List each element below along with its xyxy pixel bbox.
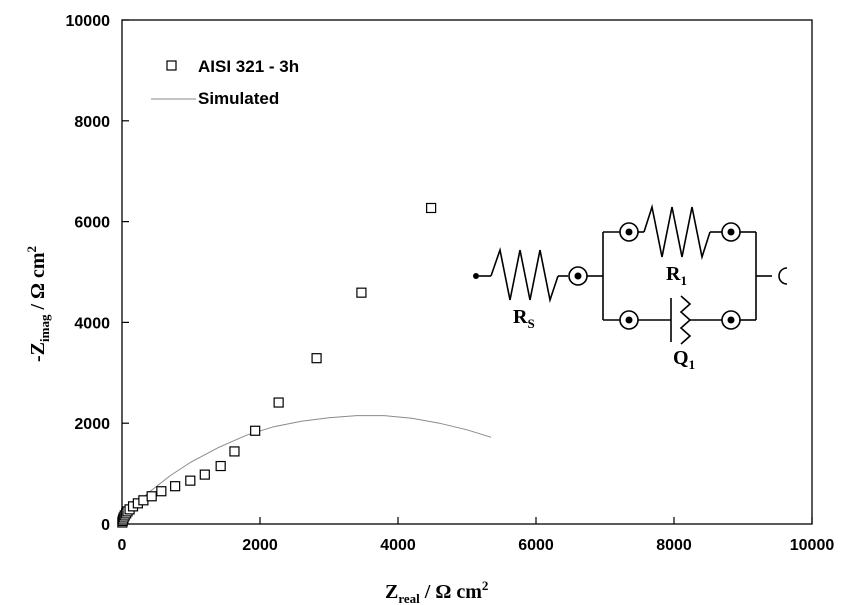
data-point [356, 287, 367, 298]
data-point [199, 469, 210, 480]
x-tick-label: 2000 [242, 537, 278, 554]
y-axis-title: -Zimag / Ω cm2 [24, 246, 52, 362]
y-tick-label: 10000 [66, 13, 111, 30]
x-tick-label: 0 [118, 537, 127, 554]
data-point [250, 425, 261, 436]
simulated-series-line [121, 415, 492, 525]
legend: AISI 321 - 3h Simulated [151, 57, 299, 108]
y-tick-label: 8000 [74, 114, 110, 131]
y-tick-label: 0 [101, 517, 110, 534]
y-tick-label: 2000 [74, 416, 110, 433]
node-icon [619, 222, 639, 242]
data-point [185, 475, 196, 486]
y-tick-label: 6000 [74, 215, 110, 232]
legend-marker-measured [166, 60, 177, 71]
data-point [138, 495, 149, 506]
circuit-terminal-left [473, 273, 479, 279]
x-tick-label: 8000 [656, 537, 692, 554]
measured-series-points [117, 202, 437, 528]
node-icon [568, 266, 588, 286]
node-icon [619, 310, 639, 330]
y-tick-label: 4000 [74, 315, 110, 332]
node-icon [721, 310, 741, 330]
data-point [426, 202, 437, 214]
data-point [273, 397, 284, 408]
plot-frame [121, 19, 813, 525]
data-point [229, 446, 240, 457]
label-r1: R1 [666, 263, 687, 288]
x-tick-label: 4000 [380, 537, 416, 554]
data-point [215, 460, 226, 472]
x-axis-title: Zreal / Ω cm2 [385, 578, 488, 605]
legend-label-measured: AISI 321 - 3h [198, 57, 299, 76]
resistor-r1-icon [643, 203, 711, 261]
axis-tick-labels: 0 2000 4000 6000 8000 10000 0 2000 4000 6000 8000 1… [66, 13, 835, 554]
x-tick-label: 10000 [790, 537, 835, 554]
resistor-rs-icon [490, 246, 559, 304]
cpe-q1-icon [670, 295, 692, 345]
equivalent-circuit-inset [473, 203, 788, 345]
node-icon [721, 222, 741, 242]
label-q1: Q1 [673, 347, 695, 372]
data-point [170, 481, 181, 492]
label-rs: RS [513, 306, 535, 331]
data-point [311, 353, 322, 364]
data-point [146, 491, 157, 502]
data-point [156, 486, 167, 497]
circuit-terminal-right [778, 267, 788, 285]
x-tick-label: 6000 [518, 537, 554, 554]
legend-label-simulated: Simulated [198, 89, 279, 108]
